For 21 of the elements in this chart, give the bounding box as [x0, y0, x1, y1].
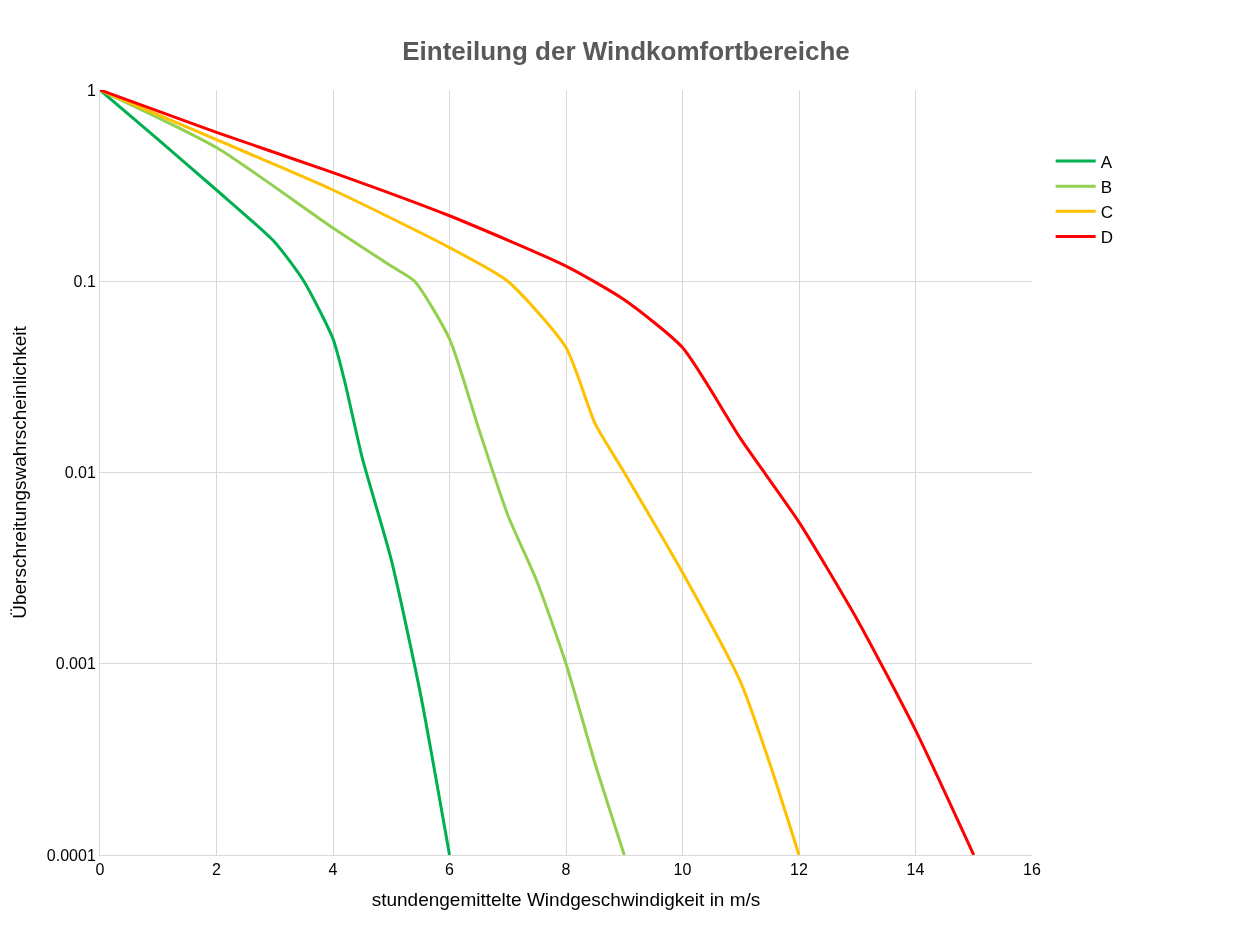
legend-label: B — [1100, 177, 1112, 197]
y-tick-label: 0.001 — [55, 655, 96, 673]
y-tick-label: 0.1 — [73, 272, 96, 290]
y-tick-label: 1 — [86, 81, 96, 99]
x-tick-label: 12 — [790, 861, 808, 879]
y-tick-label: 0.0001 — [46, 846, 96, 864]
legend-label: D — [1100, 228, 1113, 248]
y-tick-label: 0.01 — [64, 464, 96, 482]
x-axis-title: stundengemittelte Windgeschwindigkeit in m/s — [371, 889, 761, 910]
x-tick-label: 10 — [673, 861, 692, 879]
x-tick-label: 8 — [561, 861, 571, 879]
legend-label: A — [1100, 152, 1113, 172]
y-axis-title: Überschreitungswahrscheinlichkeit — [8, 325, 30, 619]
x-tick-label: 14 — [906, 861, 925, 879]
x-tick-label: 2 — [212, 861, 222, 879]
legend-label: C — [1100, 202, 1113, 222]
x-tick-label: 4 — [328, 861, 338, 879]
x-tick-label: 16 — [1023, 861, 1041, 879]
chart-title: Einteilung der Windkomfortbereiche — [402, 36, 850, 67]
x-tick-label: 6 — [445, 861, 455, 879]
x-tick-label: 0 — [95, 861, 105, 879]
